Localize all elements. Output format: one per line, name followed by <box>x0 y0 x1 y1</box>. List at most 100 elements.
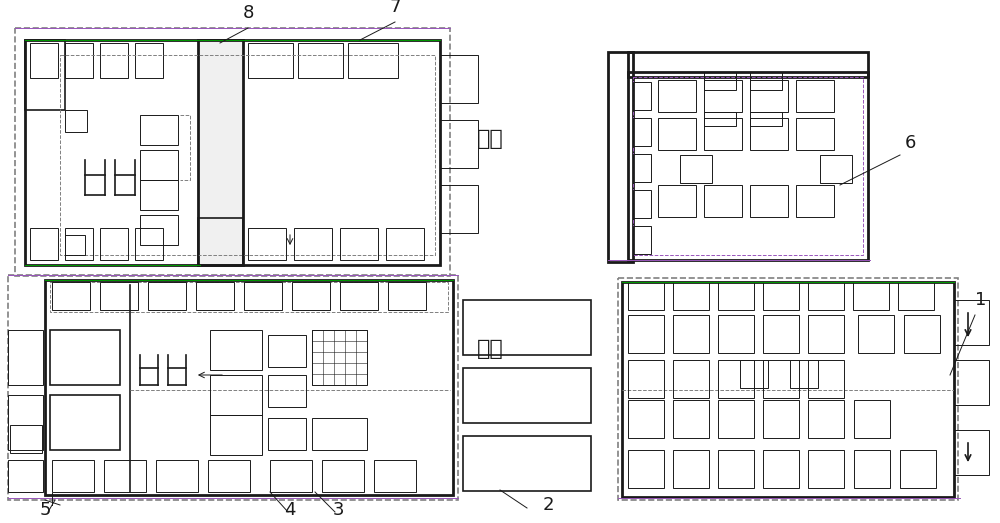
Bar <box>312 330 367 385</box>
Bar <box>292 282 330 310</box>
Bar <box>340 228 378 260</box>
Bar <box>628 315 664 353</box>
Bar <box>100 228 128 260</box>
Bar <box>633 77 863 255</box>
Bar <box>268 418 306 450</box>
Bar <box>30 228 58 260</box>
Bar <box>763 315 799 353</box>
Bar <box>763 282 799 310</box>
Bar <box>854 450 890 488</box>
Bar <box>898 282 934 310</box>
Bar <box>633 154 651 182</box>
Bar <box>148 282 186 310</box>
Bar <box>270 460 312 492</box>
Bar <box>268 375 306 407</box>
Bar <box>140 150 178 180</box>
Bar <box>673 360 709 398</box>
Bar <box>196 282 234 310</box>
Bar <box>50 282 448 312</box>
Bar <box>198 40 243 265</box>
Bar <box>440 185 478 233</box>
Bar <box>156 460 198 492</box>
Bar <box>718 315 754 353</box>
Bar <box>763 400 799 438</box>
Bar <box>704 118 742 150</box>
Bar <box>704 80 742 112</box>
Bar <box>52 460 94 492</box>
Bar <box>140 180 178 210</box>
Text: 1: 1 <box>975 291 986 309</box>
Bar <box>680 155 712 183</box>
Bar <box>608 52 633 262</box>
Bar <box>15 28 450 276</box>
Bar <box>50 330 120 385</box>
Bar <box>790 360 818 388</box>
Bar <box>796 185 834 217</box>
Bar <box>8 460 43 492</box>
Bar <box>718 400 754 438</box>
Bar <box>440 120 478 168</box>
Bar <box>65 110 87 132</box>
Text: 2: 2 <box>542 496 554 514</box>
Bar <box>858 315 894 353</box>
Bar <box>440 55 478 103</box>
Bar <box>628 52 868 77</box>
Bar <box>210 375 262 415</box>
Bar <box>704 72 736 90</box>
Bar <box>750 185 788 217</box>
Bar <box>210 415 262 455</box>
Bar <box>633 82 651 110</box>
Bar <box>633 118 651 146</box>
Bar <box>312 418 367 450</box>
Bar <box>853 282 889 310</box>
Bar <box>808 315 844 353</box>
Bar <box>622 282 954 497</box>
Bar <box>208 460 250 492</box>
Text: 3: 3 <box>332 501 344 519</box>
Bar <box>140 215 178 245</box>
Bar <box>740 360 768 388</box>
Text: 5: 5 <box>39 501 51 519</box>
Bar <box>104 460 146 492</box>
Bar <box>618 278 958 500</box>
Bar <box>340 282 378 310</box>
Bar <box>248 43 293 78</box>
Bar <box>750 112 782 126</box>
Bar <box>628 400 664 438</box>
Bar <box>463 436 591 491</box>
Bar <box>65 43 93 78</box>
Bar <box>854 400 890 438</box>
Text: 4: 4 <box>284 501 296 519</box>
Bar <box>374 460 416 492</box>
Bar <box>808 450 844 488</box>
Bar <box>60 55 435 255</box>
Bar <box>30 43 58 78</box>
Bar <box>463 368 591 423</box>
Bar <box>135 43 163 78</box>
Text: 6: 6 <box>905 134 916 152</box>
Bar <box>750 80 788 112</box>
Bar <box>658 80 696 112</box>
Text: 二层: 二层 <box>477 129 503 149</box>
Bar <box>628 450 664 488</box>
Bar <box>348 43 398 78</box>
Bar <box>628 282 664 310</box>
Bar <box>633 226 651 254</box>
Bar <box>298 43 343 78</box>
Bar <box>140 115 178 145</box>
Bar <box>796 80 834 112</box>
Bar <box>763 450 799 488</box>
Bar <box>658 118 696 150</box>
Bar <box>718 450 754 488</box>
Bar <box>10 425 42 453</box>
Bar <box>658 185 696 217</box>
Bar <box>8 330 43 385</box>
Bar <box>50 395 120 450</box>
Bar <box>65 235 85 255</box>
Bar <box>628 72 868 260</box>
Bar <box>8 275 458 500</box>
Bar <box>294 228 332 260</box>
Bar <box>673 282 709 310</box>
Bar <box>388 282 426 310</box>
Bar <box>248 228 286 260</box>
